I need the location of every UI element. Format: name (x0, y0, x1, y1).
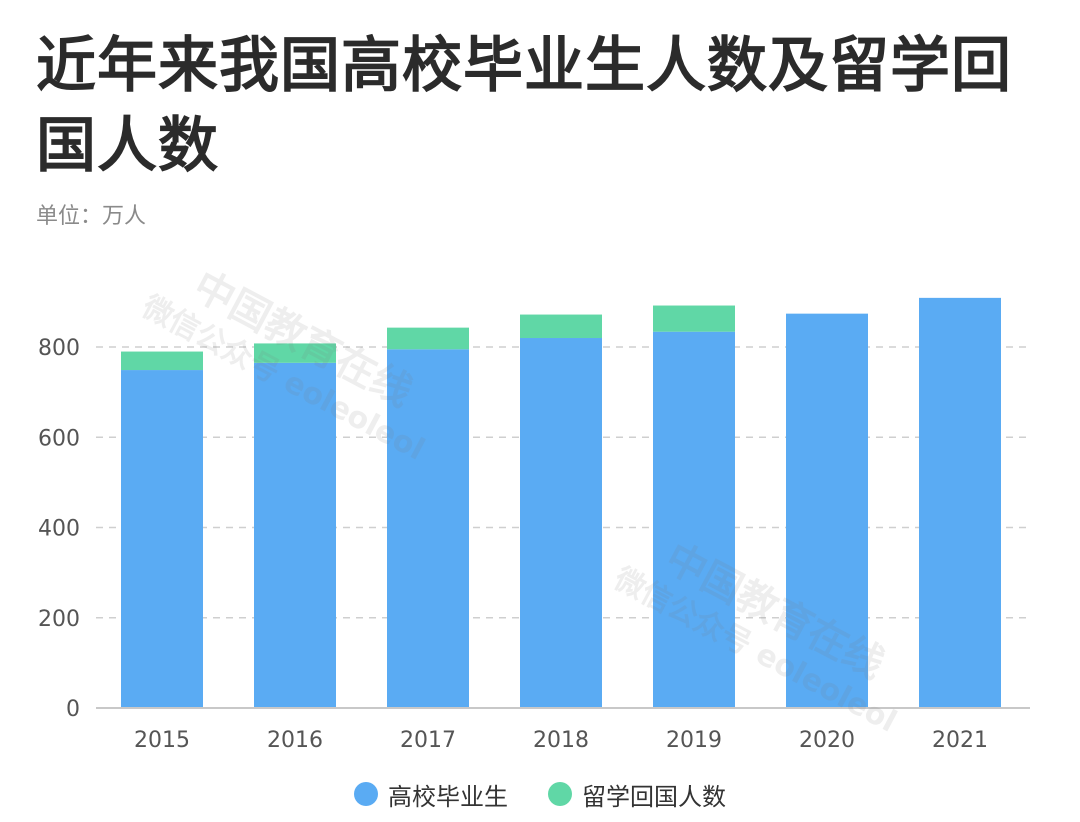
bar-returnees (121, 351, 203, 371)
x-tick-label: 2021 (932, 728, 988, 753)
unit-label: 单位：万人 (36, 204, 147, 229)
bar-graduates (254, 362, 336, 708)
bar-graduates (786, 313, 868, 708)
y-tick-label: 800 (38, 336, 80, 361)
y-tick-label: 200 (38, 607, 80, 632)
bar-graduates (520, 338, 602, 708)
stacked-bar-chart: 0 200 400 600 800 2015 2016 2017 2018 2019 2020 202… (38, 297, 1030, 753)
legend-item-graduates[interactable]: 高校毕业生 (354, 777, 508, 812)
bar-returnees (254, 343, 336, 363)
x-tick-label: 2018 (533, 728, 589, 753)
x-tick-label: 2017 (400, 728, 456, 753)
x-tick-label: 2015 (134, 728, 190, 753)
bar-graduates (387, 349, 469, 708)
x-tick-label: 2019 (666, 728, 722, 753)
x-tick-label: 2016 (267, 728, 323, 753)
legend-marker-graduates (354, 782, 378, 806)
chart-title: 近年来我国高校毕业生人数及留学回国人数 (36, 31, 1012, 181)
bar-graduates (121, 370, 203, 708)
bar-returnees (387, 327, 469, 350)
y-tick-label: 0 (66, 697, 80, 722)
bar-returnees (520, 314, 602, 339)
x-tick-label: 2020 (799, 728, 855, 753)
legend-label-graduates: 高校毕业生 (388, 782, 508, 811)
bar-graduates (919, 297, 1001, 708)
y-tick-label: 400 (38, 517, 80, 542)
legend-label-returnees: 留学回国人数 (582, 782, 726, 811)
bar-graduates (653, 331, 735, 708)
chart-legend: 高校毕业生 留学回国人数 (0, 776, 1080, 812)
bar-returnees (653, 305, 735, 332)
y-tick-label: 600 (38, 426, 80, 451)
legend-marker-returnees (548, 782, 572, 806)
legend-item-returnees[interactable]: 留学回国人数 (548, 777, 726, 812)
